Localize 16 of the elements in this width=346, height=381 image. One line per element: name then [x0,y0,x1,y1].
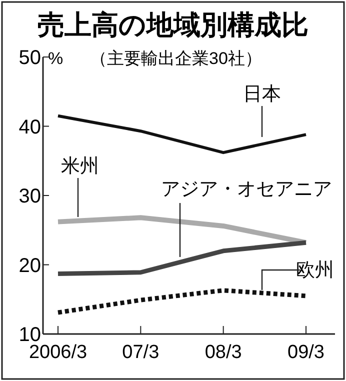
chart-title: 売上高の地域別構成比 [38,10,308,40]
line-series [56,114,308,154]
y-axis-title: % [48,49,64,68]
x-tick-label: 09/3 [288,342,324,363]
y-tick-label: 40 [18,116,41,138]
y-tick-label: 30 [18,186,41,208]
chart-subtitle: （主要輸出企業30社） [90,49,262,68]
y-tick-label: 50 [18,47,41,69]
y-tick-label: 20 [18,254,41,277]
text: 米州 [61,156,99,177]
series-label: 欧州 [296,260,334,281]
line-series [56,288,308,315]
series-label: 日本 [243,84,281,105]
x-tick-label: 07/3 [122,342,160,363]
text: アジア・オセアニア [161,179,332,200]
x-tick-label: 08/3 [204,342,242,363]
